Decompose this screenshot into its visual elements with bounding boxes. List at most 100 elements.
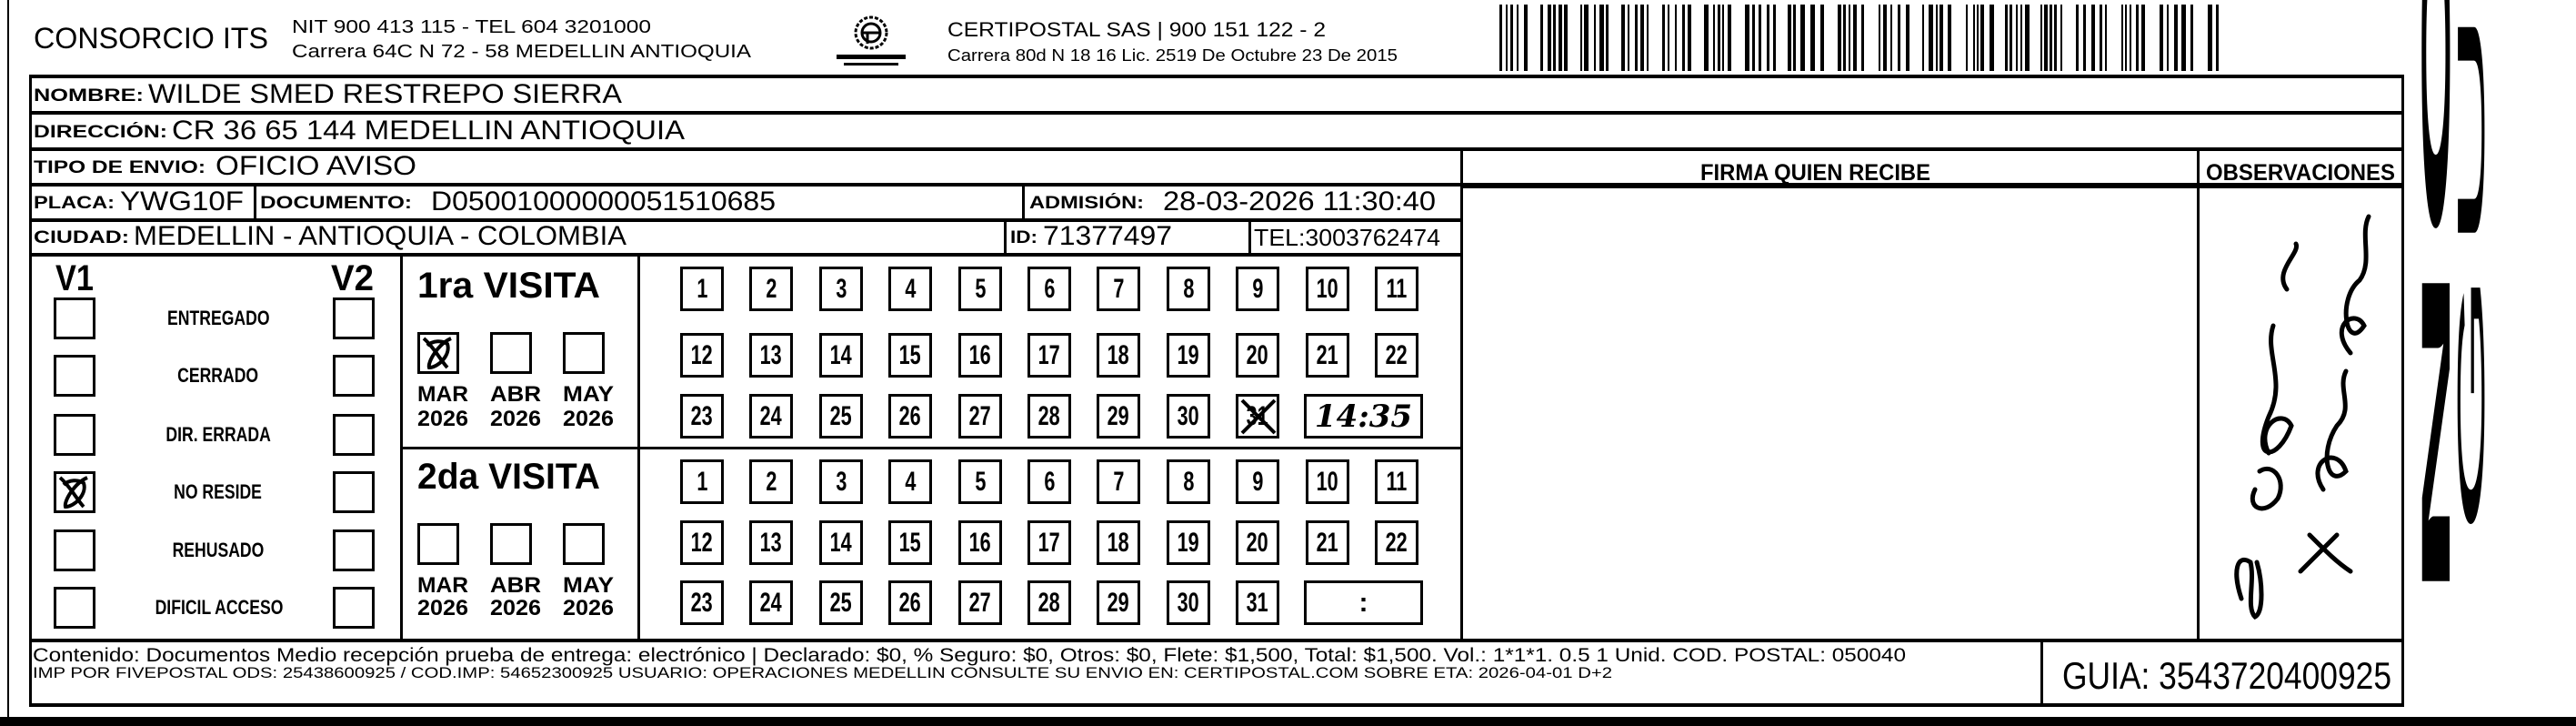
- year-label: 2026: [490, 407, 541, 431]
- day-box[interactable]: 17: [1027, 520, 1071, 565]
- day-box[interactable]: 2: [749, 267, 793, 311]
- day-box[interactable]: 12: [680, 520, 724, 565]
- day-box[interactable]: 23: [680, 394, 724, 439]
- visit-time-field[interactable]: 14:35: [1304, 394, 1423, 439]
- day-box[interactable]: 17: [1027, 333, 1071, 378]
- day-box[interactable]: 18: [1097, 520, 1140, 565]
- day-box[interactable]: 27: [958, 394, 1002, 439]
- day-box[interactable]: 19: [1167, 520, 1210, 565]
- handwritten-cross-mark: [1240, 398, 1277, 435]
- day-box[interactable]: 8: [1167, 459, 1210, 504]
- v2-checkbox[interactable]: [333, 355, 375, 397]
- barcode-bar: [1940, 5, 1943, 71]
- visit-time-field[interactable]: :: [1304, 580, 1423, 625]
- day-box[interactable]: 10: [1306, 267, 1349, 311]
- day-box[interactable]: 7: [1097, 267, 1140, 311]
- day-box[interactable]: 10: [1306, 459, 1349, 504]
- day-box[interactable]: 29: [1097, 580, 1140, 625]
- barcode-bar: [2136, 5, 2139, 71]
- v1-checkbox[interactable]: [54, 414, 95, 456]
- day-box[interactable]: 25: [819, 394, 863, 439]
- day-box[interactable]: 21: [1306, 520, 1349, 565]
- day-box[interactable]: 14: [819, 520, 863, 565]
- day-box[interactable]: 16: [958, 520, 1002, 565]
- firma-area[interactable]: [1464, 189, 2196, 639]
- day-box[interactable]: 2: [749, 459, 793, 504]
- v2-checkbox[interactable]: [333, 414, 375, 456]
- day-box[interactable]: 29: [1097, 394, 1140, 439]
- barcode-bar: [1773, 5, 1776, 71]
- day-box[interactable]: 7: [1097, 459, 1140, 504]
- day-box[interactable]: 25: [819, 580, 863, 625]
- v2-checkbox[interactable]: [333, 297, 375, 339]
- day-box[interactable]: 31: [1236, 580, 1279, 625]
- v1-checkbox[interactable]: [54, 355, 95, 397]
- v1-checkbox[interactable]: [54, 471, 95, 513]
- month-checkbox[interactable]: [417, 332, 459, 374]
- day-box[interactable]: 3: [819, 459, 863, 504]
- day-box[interactable]: 8: [1167, 267, 1210, 311]
- day-box[interactable]: 14: [819, 333, 863, 378]
- day-box[interactable]: 31: [1236, 394, 1279, 439]
- day-box[interactable]: 24: [749, 580, 793, 625]
- v2-checkbox[interactable]: [333, 587, 375, 629]
- day-box[interactable]: 5: [958, 267, 1002, 311]
- day-box[interactable]: 19: [1167, 333, 1210, 378]
- day-box[interactable]: 11: [1375, 459, 1418, 504]
- v1-checkbox[interactable]: [54, 297, 95, 339]
- day-box[interactable]: 6: [1027, 267, 1071, 311]
- v1-checkbox[interactable]: [54, 587, 95, 629]
- documento-label: DOCUMENTO:: [260, 194, 412, 213]
- v2-checkbox[interactable]: [333, 529, 375, 571]
- day-box[interactable]: 24: [749, 394, 793, 439]
- day-box[interactable]: 30: [1167, 580, 1210, 625]
- barcode-bar: [1929, 5, 1933, 71]
- day-box[interactable]: 9: [1236, 267, 1279, 311]
- day-box[interactable]: 30: [1167, 394, 1210, 439]
- day-box[interactable]: 28: [1027, 394, 1071, 439]
- day-box[interactable]: 3: [819, 267, 863, 311]
- month-checkbox[interactable]: [563, 523, 605, 565]
- day-box[interactable]: 13: [749, 333, 793, 378]
- direccion-label: DIRECCIÓN:: [34, 123, 167, 142]
- day-box[interactable]: 22: [1375, 333, 1418, 378]
- day-box[interactable]: 15: [888, 520, 932, 565]
- barcode-bar: [2020, 5, 2022, 71]
- visit-divider: [400, 447, 1462, 449]
- day-box[interactable]: 21: [1306, 333, 1349, 378]
- day-box[interactable]: 4: [888, 267, 932, 311]
- day-box[interactable]: 6: [1027, 459, 1071, 504]
- day-box[interactable]: 26: [888, 580, 932, 625]
- barcode-bar: [2050, 5, 2052, 71]
- day-box[interactable]: 15: [888, 333, 932, 378]
- day-box[interactable]: 5: [958, 459, 1002, 504]
- day-box[interactable]: 20: [1236, 520, 1279, 565]
- nombre-label: NOMBRE:: [34, 86, 144, 106]
- month-checkbox[interactable]: [490, 332, 532, 374]
- month-checkbox[interactable]: [417, 523, 459, 565]
- barcode-bar: [1820, 5, 1824, 71]
- day-box[interactable]: 4: [888, 459, 932, 504]
- day-box[interactable]: 12: [680, 333, 724, 378]
- day-box[interactable]: 18: [1097, 333, 1140, 378]
- month-checkbox[interactable]: [563, 332, 605, 374]
- barcode-bar: [2054, 5, 2057, 71]
- day-box[interactable]: 28: [1027, 580, 1071, 625]
- month-checkbox[interactable]: [490, 523, 532, 565]
- day-box[interactable]: 13: [749, 520, 793, 565]
- day-box[interactable]: 26: [888, 394, 932, 439]
- day-box[interactable]: 11: [1375, 267, 1418, 311]
- day-box[interactable]: 9: [1236, 459, 1279, 504]
- day-box[interactable]: 23: [680, 580, 724, 625]
- barcode-bar: [1517, 5, 1519, 71]
- barcode-bar: [2076, 5, 2079, 71]
- day-box[interactable]: 1: [680, 459, 724, 504]
- day-box[interactable]: 27: [958, 580, 1002, 625]
- v2-checkbox[interactable]: [333, 471, 375, 513]
- day-box[interactable]: 20: [1236, 333, 1279, 378]
- v1-checkbox[interactable]: [54, 529, 95, 571]
- day-box[interactable]: 1: [680, 267, 724, 311]
- barcode-bar: [2216, 5, 2219, 71]
- day-box[interactable]: 16: [958, 333, 1002, 378]
- day-box[interactable]: 22: [1375, 520, 1418, 565]
